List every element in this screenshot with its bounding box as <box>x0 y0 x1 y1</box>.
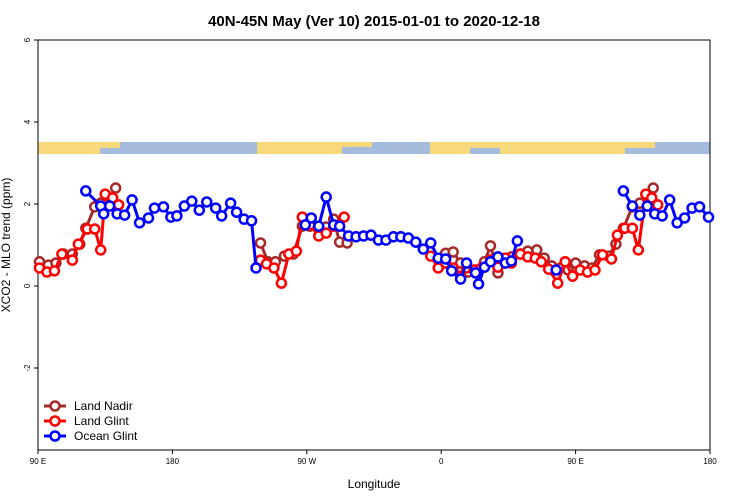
point <box>254 237 267 249</box>
point <box>245 215 258 227</box>
y-tick-label: 4 <box>23 119 32 124</box>
point <box>250 262 262 274</box>
point <box>48 265 61 277</box>
point <box>596 249 609 261</box>
point <box>634 209 646 221</box>
point <box>66 254 79 266</box>
point <box>56 248 68 260</box>
point <box>275 277 288 289</box>
point <box>312 220 325 232</box>
point <box>626 200 639 212</box>
point <box>171 210 183 222</box>
point <box>646 192 658 204</box>
point <box>447 246 459 258</box>
point <box>469 267 482 279</box>
x-axis-label: Longitude <box>348 477 401 491</box>
legend-marker <box>49 400 61 412</box>
y-axis-label: XCO2 - MLO trend (ppm) <box>0 178 13 313</box>
point <box>605 253 618 265</box>
point <box>632 244 645 256</box>
point <box>454 273 467 285</box>
y-tick-label: 0 <box>23 283 32 288</box>
point <box>224 197 237 209</box>
point <box>611 229 624 241</box>
point <box>626 222 639 234</box>
point <box>80 185 92 197</box>
point <box>305 212 318 224</box>
point <box>112 199 125 211</box>
point <box>439 253 452 265</box>
point <box>460 257 473 269</box>
point <box>484 240 497 252</box>
legend-marker <box>49 430 61 442</box>
point <box>88 223 101 235</box>
point <box>656 210 668 222</box>
legend-label: Ocean Glint <box>74 429 138 443</box>
point <box>209 202 222 214</box>
legend-label: Land Nadir <box>74 399 133 413</box>
point <box>133 217 146 229</box>
y-tick-label: -2 <box>23 364 32 372</box>
point <box>651 199 664 211</box>
point <box>559 256 571 268</box>
legend-label: Land Glint <box>74 414 129 428</box>
point <box>535 256 548 268</box>
point <box>148 202 161 214</box>
point <box>200 196 213 208</box>
x-tick-label: 90 E <box>30 457 46 466</box>
point <box>320 191 332 203</box>
point <box>299 219 312 231</box>
point <box>492 251 504 263</box>
point <box>551 277 564 289</box>
point <box>617 185 630 197</box>
surface-strip <box>38 142 710 154</box>
point <box>693 201 706 213</box>
point <box>511 235 524 247</box>
point <box>97 208 110 220</box>
point <box>505 255 518 267</box>
point <box>193 204 206 216</box>
x-tick-label: 90 W <box>297 457 316 466</box>
point <box>186 195 198 207</box>
point <box>566 270 579 282</box>
point <box>157 201 170 213</box>
point <box>445 265 458 277</box>
point <box>678 212 691 224</box>
point <box>94 244 107 256</box>
point <box>663 194 676 206</box>
point <box>126 194 138 206</box>
x-tick-label: 180 <box>166 457 180 466</box>
point <box>109 182 122 194</box>
point <box>268 262 280 274</box>
point <box>215 210 228 222</box>
point <box>550 264 562 276</box>
point <box>333 220 346 232</box>
point <box>472 278 485 290</box>
point <box>702 211 715 223</box>
point <box>417 243 430 255</box>
point <box>424 237 437 249</box>
point <box>338 211 350 223</box>
y-tick-label: 2 <box>23 201 32 206</box>
x-tick-label: 90 E <box>567 457 583 466</box>
point <box>410 236 422 248</box>
point <box>320 227 332 239</box>
y-tick-label: 6 <box>23 37 32 42</box>
point <box>589 264 601 276</box>
point <box>118 209 131 221</box>
point <box>641 200 654 212</box>
point <box>230 206 243 218</box>
legend-marker <box>49 415 61 427</box>
point <box>142 212 155 224</box>
point <box>290 245 303 257</box>
point <box>103 200 116 212</box>
point <box>72 238 85 250</box>
chart-title: 40N-45N May (Ver 10) 2015-01-01 to 2020-… <box>208 13 540 30</box>
plot-frame <box>37 39 711 451</box>
x-tick-label: 0 <box>439 457 444 466</box>
x-tick-label: 180 <box>703 457 717 466</box>
